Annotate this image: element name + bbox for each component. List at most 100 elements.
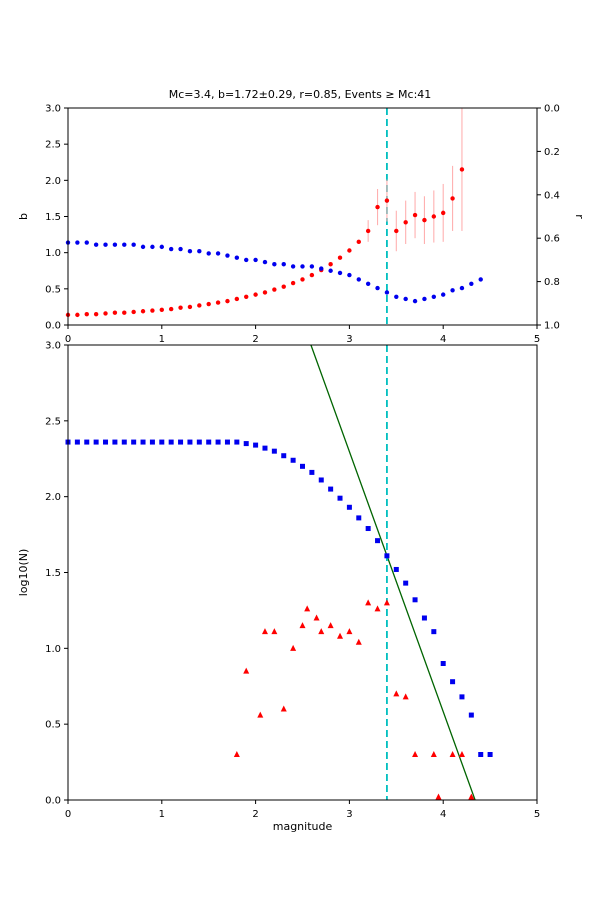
data-point — [309, 264, 315, 269]
marker-square — [346, 504, 352, 510]
marker-triangle — [346, 628, 353, 635]
bottom-panel: 0 1 2 3 4 5 0.0 0.5 1.0 1.5 2.0 2.5 3.0 log10(N) magni… — [17, 341, 540, 834]
data-point — [365, 228, 371, 234]
data-point — [403, 296, 408, 302]
marker-square — [356, 515, 362, 521]
marker-square — [103, 439, 109, 445]
marker-square — [121, 439, 127, 445]
marker-triangle — [243, 667, 250, 674]
data-point — [337, 270, 343, 276]
data-point — [375, 204, 380, 210]
marker-square — [384, 553, 390, 559]
marker-triangle — [327, 622, 334, 629]
marker-square — [234, 439, 240, 445]
data-point — [412, 212, 418, 218]
marker-square — [309, 469, 315, 475]
x-axis-label: magnitude — [273, 820, 333, 833]
marker-triangle — [257, 711, 264, 718]
data-point — [93, 242, 99, 247]
marker-square — [243, 441, 249, 447]
data-point — [431, 214, 437, 219]
data-point — [384, 290, 390, 295]
data-point — [187, 304, 193, 310]
y-tick-label: 2.5 — [45, 416, 61, 427]
marker-triangle — [468, 793, 475, 800]
x-tick-label: 4 — [440, 809, 446, 820]
marker-triangle — [304, 605, 311, 612]
y-tick-label: 0.5 — [45, 284, 61, 295]
data-point — [337, 255, 343, 260]
data-point — [159, 244, 164, 250]
data-point — [84, 311, 89, 317]
data-point — [131, 242, 136, 247]
y-tick-label: 2.0 — [45, 492, 61, 503]
marker-square — [93, 439, 99, 445]
data-point — [206, 251, 211, 256]
data-point — [215, 300, 221, 305]
x-tick-label: 0 — [65, 809, 71, 820]
y-tick-label-right: 0.4 — [544, 190, 560, 201]
marker-square — [393, 566, 399, 572]
marker-triangle — [374, 605, 381, 612]
marker-square — [112, 439, 118, 445]
marker-square — [187, 439, 193, 445]
marker-square — [84, 439, 90, 445]
marker-square — [224, 439, 230, 445]
y-axis-label: b — [17, 213, 30, 220]
data-point — [347, 248, 352, 253]
y-tick-label-right: 0.2 — [544, 147, 560, 158]
x-tick-label: 3 — [346, 334, 352, 345]
data-point — [131, 309, 136, 315]
data-point — [300, 264, 305, 269]
data-point — [178, 305, 183, 310]
marker-triangle — [318, 628, 325, 635]
marker-triangle — [435, 793, 442, 800]
y-axis-label-right: r — [573, 214, 586, 219]
data-point — [253, 292, 258, 297]
y-tick-label-right: 0.0 — [544, 104, 560, 115]
data-point — [431, 294, 437, 299]
y-tick-label-right: 1.0 — [544, 321, 560, 332]
marker-triangle — [313, 614, 320, 621]
marker-triangle — [449, 751, 456, 757]
marker-triangle — [383, 599, 390, 606]
data-point — [441, 292, 446, 297]
data-point — [272, 287, 277, 292]
y-tick-label: 1.0 — [45, 248, 61, 259]
y-tick-label: 0.0 — [45, 796, 61, 807]
data-point — [103, 311, 108, 316]
data-point — [290, 264, 296, 269]
data-point — [478, 277, 483, 282]
y-tick-label: 2.5 — [45, 140, 61, 151]
data-point — [319, 266, 324, 271]
marker-square — [318, 477, 324, 483]
x-tick-label: 1 — [159, 334, 165, 345]
data-point — [450, 288, 455, 293]
data-point — [178, 246, 183, 252]
marker-square — [487, 752, 493, 757]
x-tick-label: 2 — [252, 334, 258, 345]
data-point — [309, 272, 315, 278]
data-point — [225, 253, 230, 258]
axes-frame — [67, 344, 538, 801]
data-point — [412, 298, 418, 304]
marker-square — [206, 439, 212, 445]
y-tick-label: 3.0 — [45, 104, 61, 115]
data-point — [375, 285, 380, 291]
marker-triangle — [365, 599, 372, 606]
marker-triangle — [290, 644, 297, 651]
series-cumulative_events — [65, 439, 493, 757]
data-point — [234, 296, 240, 302]
x-tick-label: 5 — [534, 809, 540, 820]
data-point — [384, 198, 390, 203]
marker-triangle — [271, 628, 278, 635]
series-b_value — [65, 108, 465, 318]
x-tick-label: 4 — [440, 334, 446, 345]
data-point — [281, 284, 286, 289]
y-tick-label: 1.5 — [45, 212, 61, 223]
data-point — [272, 262, 277, 267]
marker-square — [159, 439, 165, 445]
data-point — [244, 294, 249, 299]
x-tick-label: 3 — [346, 809, 352, 820]
data-point — [206, 301, 211, 307]
